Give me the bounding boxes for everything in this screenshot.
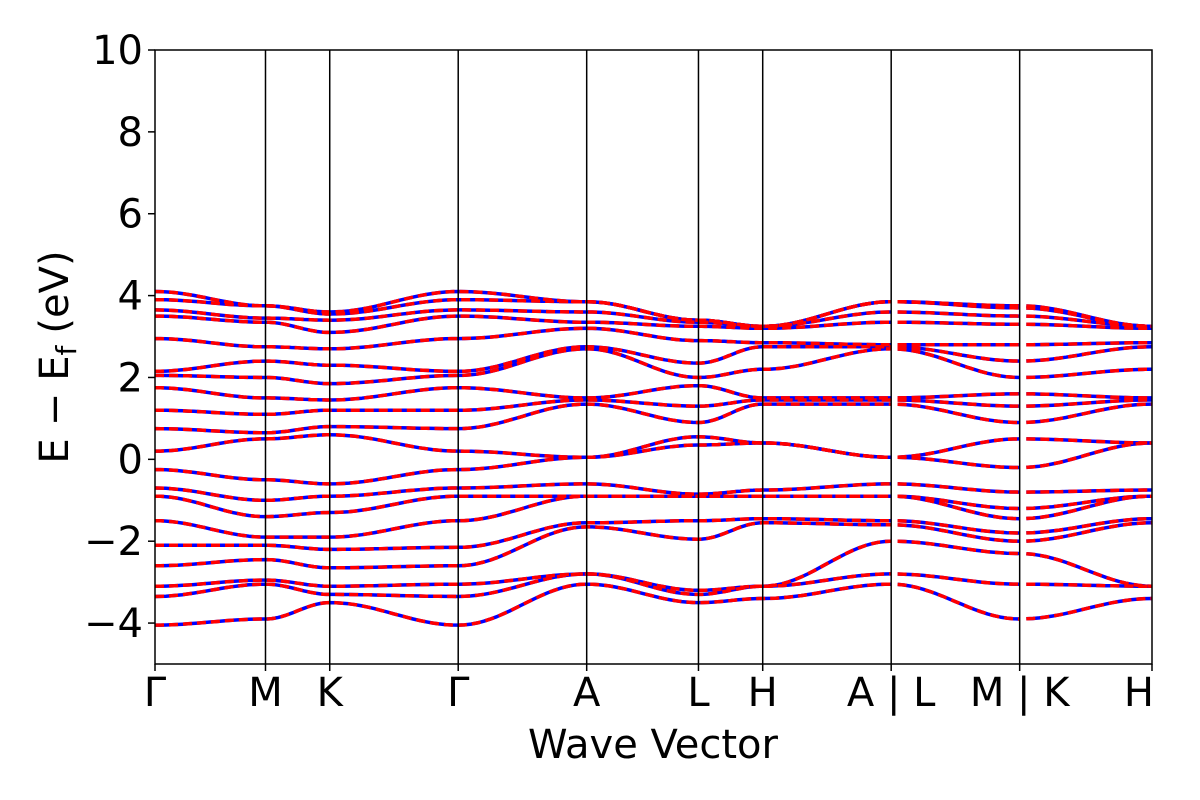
y-axis-title-unit: (eV) (32, 250, 78, 333)
band-red-10 (154, 402, 1153, 435)
x-tick-label: M (248, 670, 283, 716)
band-red-2 (155, 539, 1153, 593)
band-blue-3 (154, 521, 1153, 570)
band-red-11 (155, 398, 1152, 417)
y-tick-label: 0 (118, 437, 143, 483)
x-tick-label: A (573, 670, 601, 716)
x-tick-label: Γ (447, 670, 470, 716)
bands-layer (154, 289, 1153, 627)
band-red-12 (154, 383, 1152, 402)
band-blue-8 (155, 441, 1153, 486)
y-axis-title-minus: − (32, 393, 78, 427)
k-path-lines (264, 50, 1021, 664)
band-red-15 (155, 326, 1152, 351)
y-tick-label: 6 (118, 192, 143, 238)
x-axis-title: Wave Vector (528, 722, 779, 768)
band-red-3 (154, 521, 1153, 570)
band-red-9 (155, 433, 1153, 460)
y-axis-title-e: E (32, 438, 78, 463)
band-red-0 (155, 582, 1153, 627)
band-red-4 (155, 516, 1153, 552)
band-red-14 (155, 345, 1153, 374)
band-blue-10 (154, 402, 1153, 435)
band-red-19 (154, 289, 1153, 329)
band-red-1 (154, 572, 1152, 599)
band-red-8 (155, 441, 1153, 486)
x-tick-label: A | L (847, 670, 936, 716)
y-tick-label: 8 (118, 110, 143, 156)
y-tick-label: 10 (92, 28, 143, 74)
x-tick-label: H (748, 670, 778, 716)
band-red-6 (154, 494, 1152, 519)
y-ticks: 10 8 6 4 2 0 −2 −4 (84, 28, 155, 647)
band-red-13 (155, 347, 1152, 386)
y-tick-label: −4 (84, 601, 143, 647)
y-axis-title-e2: E (32, 355, 78, 380)
band-red-7 (154, 482, 1152, 503)
plot-frame (154, 49, 1153, 665)
x-tick-label: Γ (144, 670, 167, 716)
y-tick-label: 4 (118, 274, 143, 320)
y-tick-label: −2 (84, 519, 143, 565)
band-red-16 (155, 314, 1152, 335)
y-tick-label: 2 (118, 355, 143, 401)
x-tick-label: H (1124, 670, 1154, 716)
x-tick-label: K (317, 670, 345, 716)
x-tick-label: M | K (970, 670, 1071, 716)
y-axis-title-sub: f (50, 344, 83, 355)
x-tick-label: L (687, 670, 710, 716)
y-axis-title: E − Ef (eV) (32, 250, 83, 463)
